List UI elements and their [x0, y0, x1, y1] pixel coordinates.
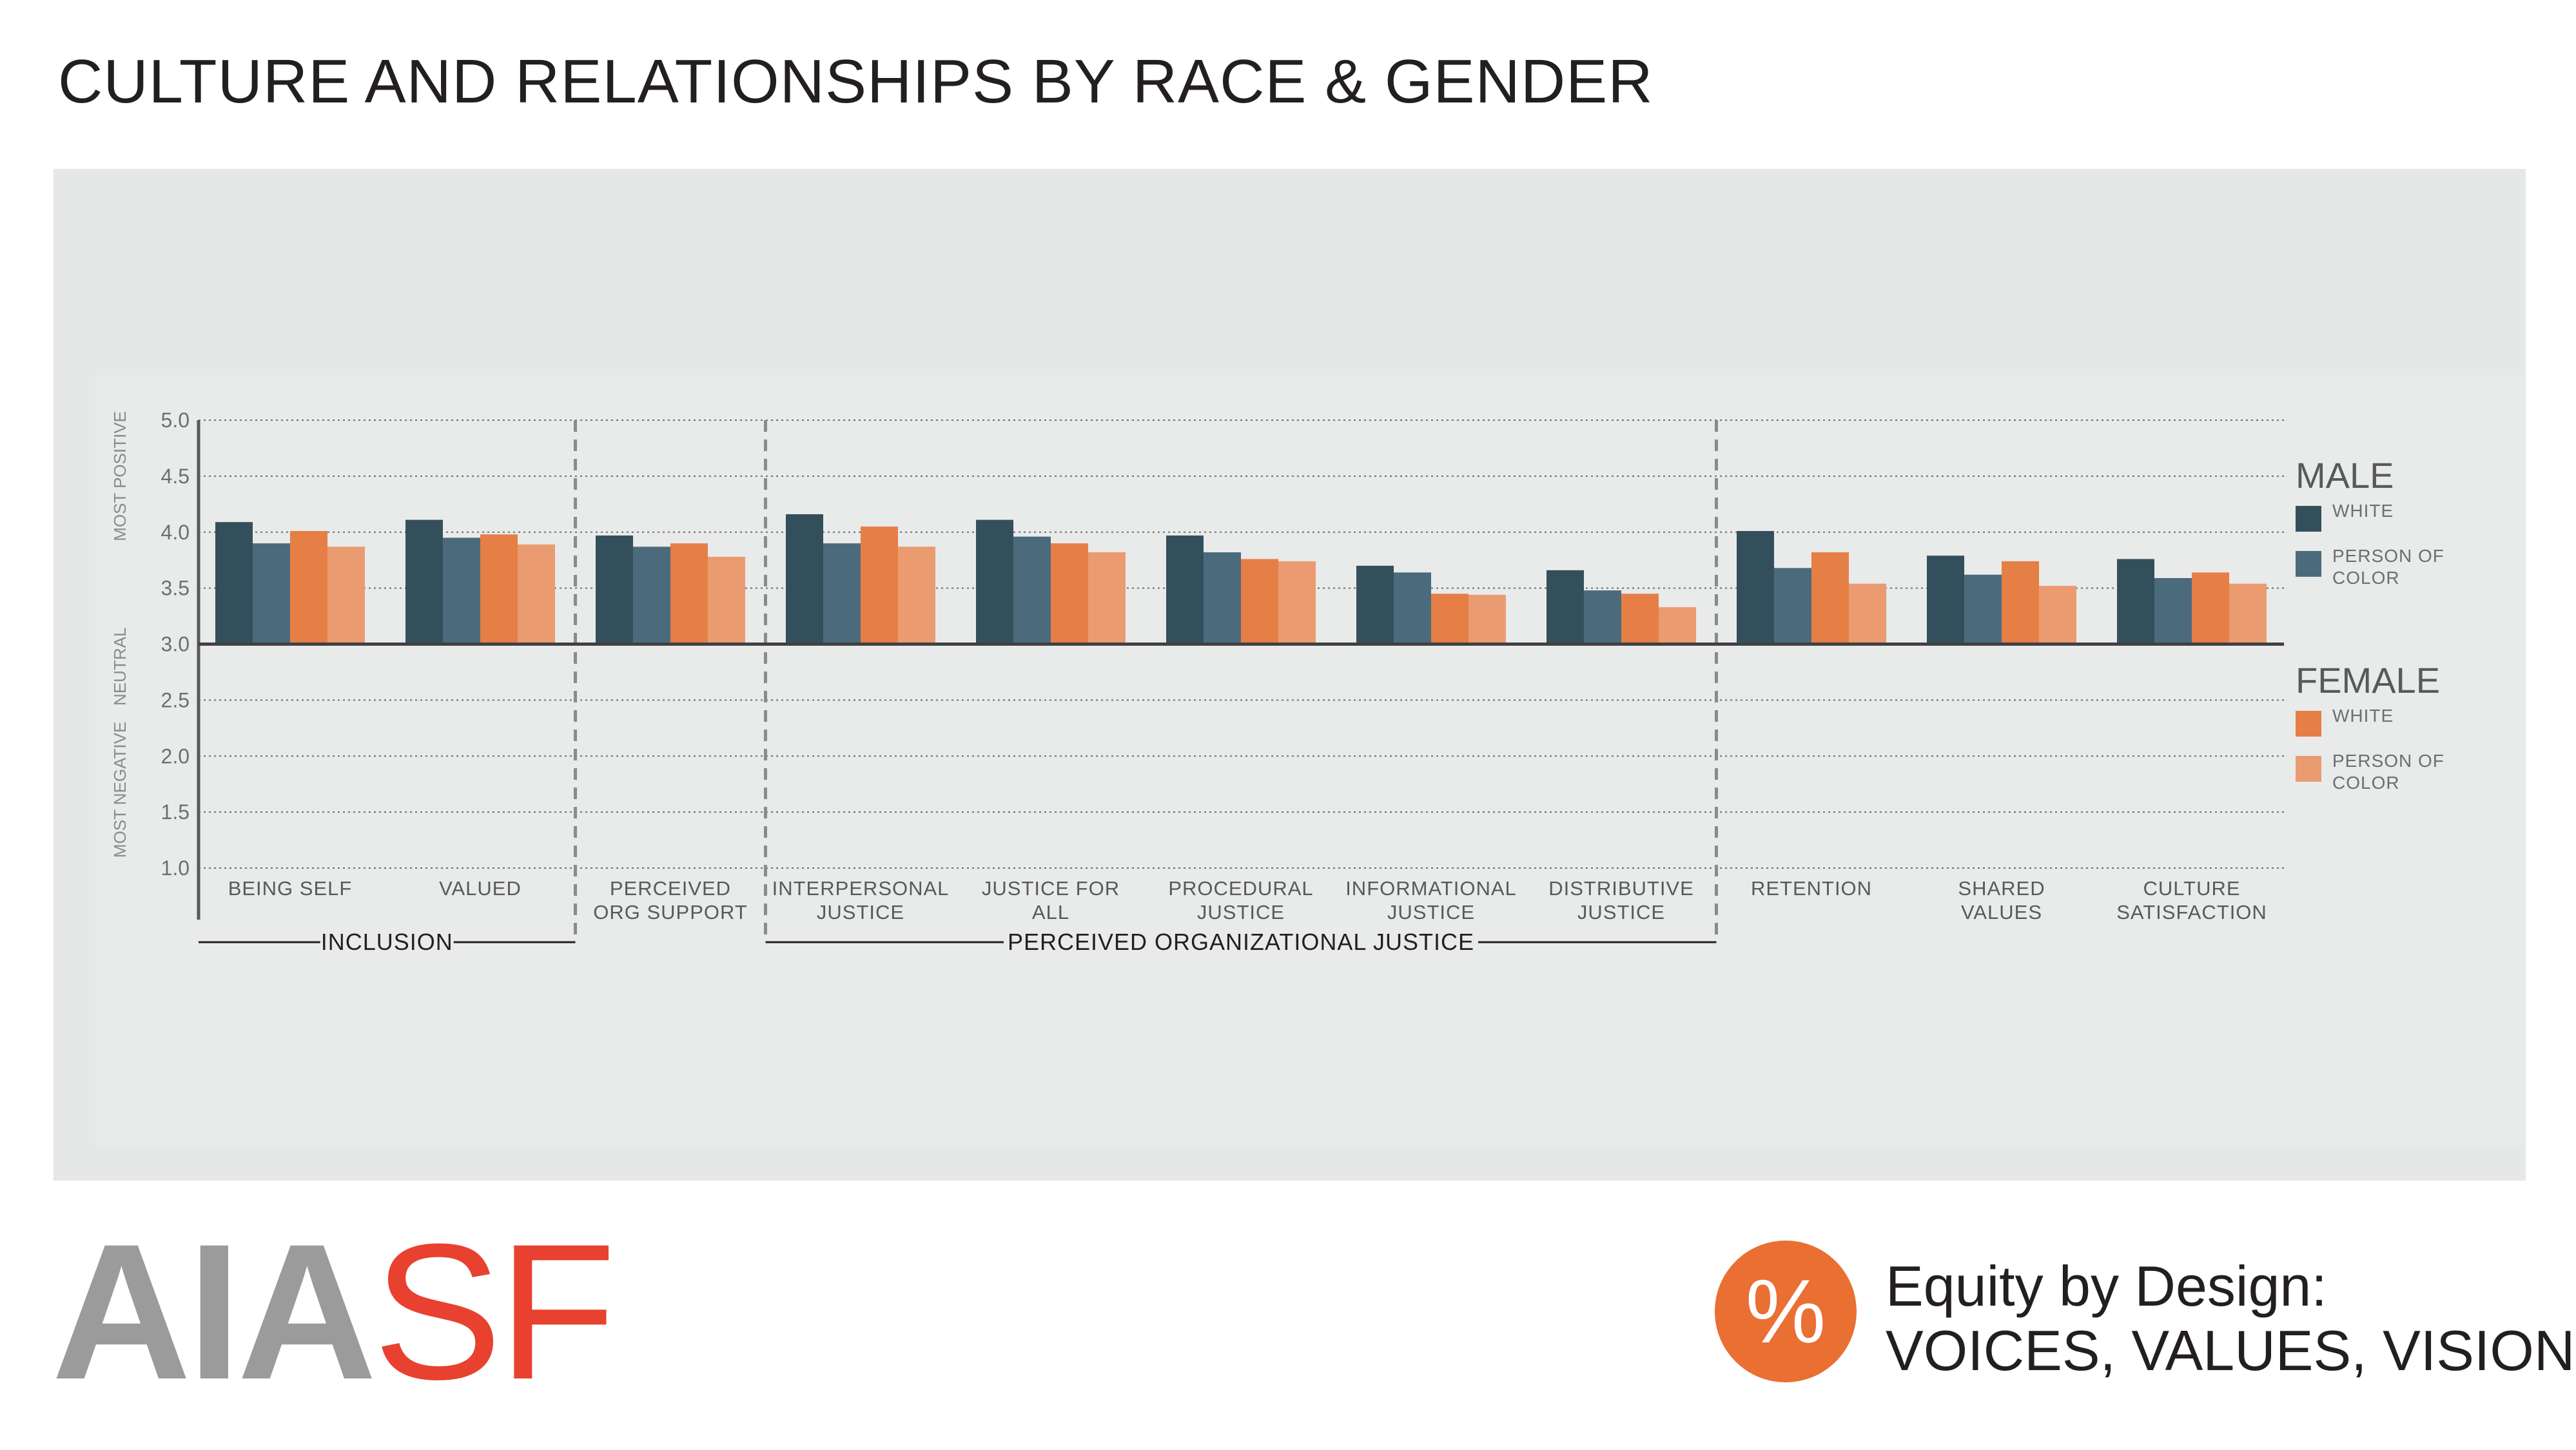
y-tick-label: 1.0: [161, 856, 190, 880]
legend-label: PERSON OF: [2332, 751, 2444, 771]
x-tick-label: INFORMATIONAL: [1345, 877, 1517, 900]
legend-label: WHITE: [2332, 706, 2394, 726]
x-tick-label: BEING SELF: [228, 877, 353, 900]
y-annotation: MOST POSITIVE: [110, 411, 130, 541]
bar: [2002, 561, 2039, 644]
legend-swatch: [2296, 506, 2321, 532]
x-tick-label: PERCEIVED: [610, 877, 731, 900]
bar: [253, 543, 290, 644]
bar: [1204, 552, 1241, 644]
legend-title: FEMALE: [2296, 660, 2440, 701]
y-tick-label: 1.5: [161, 800, 190, 824]
bar: [1431, 594, 1469, 644]
bar: [861, 527, 898, 644]
x-tick-label: DISTRIBUTIVE: [1548, 877, 1694, 900]
percent-badge-icon: %: [1715, 1241, 1857, 1382]
y-tick-label: 4.5: [161, 465, 190, 488]
bar: [1927, 556, 1964, 644]
brand-tagline-title: Equity by Design:: [1886, 1254, 2327, 1318]
bar: [518, 544, 555, 644]
bar: [1849, 583, 1886, 644]
bar: [1774, 568, 1811, 644]
x-tick-label: RETENTION: [1751, 877, 1872, 900]
bar: [1811, 552, 1849, 644]
group-label: PERCEIVED ORGANIZATIONAL JUSTICE: [1008, 929, 1474, 955]
legend-swatch: [2296, 756, 2321, 782]
x-tick-label: VALUED: [439, 877, 522, 900]
x-tick-label: JUSTICE: [817, 901, 904, 923]
bar: [2039, 586, 2076, 644]
bar: [1469, 595, 1506, 644]
bar: [1051, 543, 1088, 644]
bar: [596, 535, 633, 644]
plot-band: [95, 375, 2526, 1145]
bar: [405, 519, 443, 644]
logo-aia-text: AIA: [52, 1203, 377, 1420]
x-tick-label: VALUES: [1961, 901, 2042, 923]
bar: [1584, 590, 1621, 644]
chart-panel: 5.0 4.5 4.0 3.5 3.0 2.5 2.0 1.5 1.0 MOST POSITIVE…: [54, 169, 2526, 1181]
legend-swatch: [2296, 551, 2321, 577]
x-tick-label: CULTURE: [2143, 877, 2240, 900]
y-tick-label: 2.0: [161, 744, 190, 768]
bar: [976, 519, 1013, 644]
bar: [443, 537, 480, 644]
bar: [2192, 572, 2229, 644]
y-tick-label: 3.5: [161, 577, 190, 600]
bar: [2154, 577, 2192, 644]
x-tick-label: ALL: [1032, 901, 1069, 923]
bar: [1547, 570, 1584, 644]
x-tick-label: SATISFACTION: [2116, 901, 2267, 923]
bar: [670, 543, 708, 644]
x-tick-label: JUSTICE: [1577, 901, 1665, 923]
bar: [1356, 565, 1394, 644]
bar: [290, 531, 327, 644]
bar: [2229, 583, 2267, 644]
x-tick-label: JUSTICE: [1197, 901, 1285, 923]
bar: [1088, 552, 1126, 644]
y-tick-label: 4.0: [161, 521, 190, 544]
y-tick-label: 3.0: [161, 633, 190, 656]
x-tick-label: JUSTICE: [1387, 901, 1475, 923]
legend-title: MALE: [2296, 455, 2394, 496]
y-annotation: MOST NEGATIVE: [110, 722, 130, 858]
aiasf-logo: AIASF: [52, 1215, 616, 1408]
brand-tagline-subtitle: VOICES, VALUES, VISION: [1886, 1319, 2575, 1382]
legend-label: COLOR: [2332, 773, 2400, 793]
bar: [633, 546, 670, 644]
y-tick-label: 2.5: [161, 688, 190, 711]
bar: [786, 514, 823, 644]
bar: [1964, 574, 2002, 644]
legend-label: WHITE: [2332, 501, 2394, 521]
page-title: CULTURE AND RELATIONSHIPS BY RACE & GEND…: [58, 47, 1654, 116]
x-tick-label: SHARED: [1958, 877, 2045, 900]
bar-chart: 5.0 4.5 4.0 3.5 3.0 2.5 2.0 1.5 1.0 MOST POSITIVE…: [95, 375, 2526, 1145]
bar: [480, 534, 518, 644]
x-tick-label: INTERPERSONAL: [772, 877, 950, 900]
bar: [823, 543, 861, 644]
bar: [1621, 594, 1659, 644]
bar: [215, 522, 253, 644]
bar: [1659, 607, 1696, 644]
bar: [1013, 536, 1051, 644]
bar: [1166, 535, 1204, 644]
legend-swatch: [2296, 711, 2321, 737]
bar: [2117, 559, 2154, 644]
bar: [1278, 561, 1316, 644]
bar: [708, 556, 745, 644]
bar: [327, 546, 365, 644]
x-tick-label: PROCEDURAL: [1168, 877, 1313, 900]
legend-label: COLOR: [2332, 568, 2400, 588]
x-tick-label: JUSTICE FOR: [982, 877, 1120, 900]
bar: [898, 546, 935, 644]
logo-sf-text: SF: [373, 1203, 616, 1420]
y-tick-label: 5.0: [161, 409, 190, 432]
bar: [1737, 531, 1774, 644]
legend-label: PERSON OF: [2332, 546, 2444, 566]
bar: [1241, 559, 1278, 644]
bar: [1394, 572, 1431, 644]
x-tick-label: ORG SUPPORT: [593, 901, 748, 923]
y-annotation: NEUTRAL: [110, 628, 130, 706]
group-label: INCLUSION: [321, 929, 453, 955]
